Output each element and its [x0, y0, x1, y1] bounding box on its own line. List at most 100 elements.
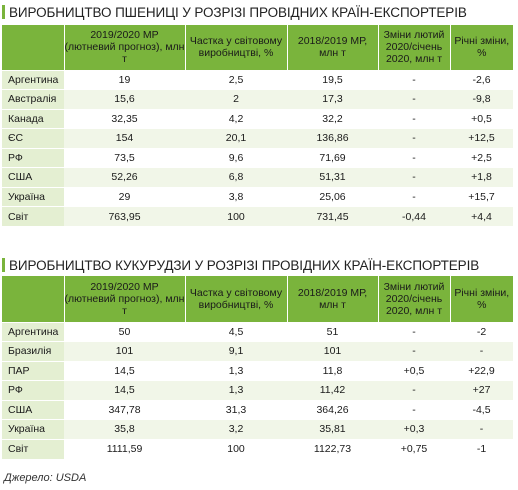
country-cell: ЄС	[2, 128, 64, 148]
share-cell: 4,5	[185, 321, 287, 342]
header-annual-change: Річні зміни, %	[449, 25, 513, 70]
prev-season-cell: 11,8	[287, 360, 378, 381]
share-cell: 2	[185, 89, 287, 109]
annual-change-cell: -	[450, 419, 513, 439]
prev-season-cell: 35,81	[287, 419, 378, 439]
table-row: РФ 14,5 1,3 11,42- +27	[2, 380, 513, 400]
country-cell: Світ	[2, 206, 64, 226]
wheat-section: ВИРОБНИЦТВО ПШЕНИЦІ У РОЗРІЗІ ПРОВІДНИХ …	[2, 3, 513, 226]
annual-change-cell: +12,5	[450, 128, 513, 148]
share-cell: 100	[185, 438, 287, 459]
monthly-change-cell: -	[378, 69, 450, 90]
annual-change-cell: -1	[450, 438, 513, 459]
annual-change-cell: -2,6	[450, 69, 513, 90]
forecast-cell: 29	[64, 186, 185, 207]
share-cell: 1,3	[185, 380, 287, 400]
wheat-title-text: ВИРОБНИЦТВО ПШЕНИЦІ У РОЗРІЗІ ПРОВІДНИХ …	[9, 4, 467, 20]
prev-season-cell: 136,86	[287, 128, 378, 148]
share-cell: 3,8	[185, 186, 287, 207]
corn-table: 2019/2020 МР (лютневий прогноз), млн т Ч…	[2, 276, 513, 459]
corn-header-row: 2019/2020 МР (лютневий прогноз), млн т Ч…	[2, 276, 513, 322]
country-cell: Аргентина	[2, 321, 64, 342]
forecast-cell: 32,35	[64, 108, 185, 129]
header-forecast: 2019/2020 МР (лютневий прогноз), млн т	[63, 25, 185, 70]
table-row: Аргентина 19 2,5 19,5- -2,6	[2, 69, 513, 90]
header-monthly-change: Зміни лютий 2020/січень 2020, млн т	[377, 276, 450, 322]
country-cell: РФ	[2, 380, 64, 400]
annual-change-cell: -9,8	[450, 89, 513, 109]
title-accent-bar	[2, 5, 5, 19]
country-cell: ПАР	[2, 360, 64, 381]
prev-season-cell: 32,2	[287, 108, 378, 129]
prev-season-cell: 71,69	[287, 147, 378, 168]
table-row: Світ 1111,59 100 1122,73 +0,75 -1	[2, 438, 513, 459]
table-row: Світ 763,95 100 731,45 -0,44 +4,4	[2, 206, 513, 226]
wheat-title: ВИРОБНИЦТВО ПШЕНИЦІ У РОЗРІЗІ ПРОВІДНИХ …	[2, 3, 513, 21]
country-cell: РФ	[2, 147, 64, 168]
header-country	[2, 25, 64, 70]
forecast-cell: 154	[64, 128, 185, 148]
forecast-cell: 15,6	[64, 89, 185, 109]
forecast-cell: 347,78	[64, 399, 185, 420]
monthly-change-cell: -	[378, 89, 450, 109]
annual-change-cell: -2	[450, 321, 513, 342]
monthly-change-cell: -	[378, 108, 450, 129]
corn-title: ВИРОБНИЦТВО КУКУРУДЗИ У РОЗРІЗІ ПРОВІДНИ…	[2, 256, 513, 274]
share-cell: 3,2	[185, 419, 287, 439]
forecast-cell: 101	[64, 341, 185, 361]
header-country	[2, 276, 64, 322]
table-row: ЄС 154 20,1 136,86- +12,5	[2, 128, 513, 148]
annual-change-cell: +1,8	[450, 167, 513, 187]
prev-season-cell: 51,31	[287, 167, 378, 187]
header-share: Частка у світовому виробництві, %	[184, 25, 287, 70]
prev-season-cell: 11,42	[287, 380, 378, 400]
monthly-change-cell: -	[378, 321, 450, 342]
country-cell: Україна	[2, 186, 64, 207]
table-row: Аргентина 50 4,5 51- -2	[2, 321, 513, 342]
prev-season-cell: 51	[287, 321, 378, 342]
country-cell: Бразилія	[2, 341, 64, 361]
share-cell: 31,3	[185, 399, 287, 420]
country-cell: США	[2, 399, 64, 420]
table-row: Україна 29 3,8 25,06- +15,7	[2, 186, 513, 207]
prev-season-cell: 1122,73	[287, 438, 378, 459]
monthly-change-cell: -	[378, 147, 450, 168]
forecast-cell: 14,5	[64, 380, 185, 400]
table-row: Україна 35,8 3,2 35,81 +0,3-	[2, 419, 513, 439]
forecast-cell: 73,5	[64, 147, 185, 168]
table-row: РФ 73,5 9,6 71,69- +2,5	[2, 147, 513, 168]
monthly-change-cell: -0,44	[378, 206, 450, 226]
forecast-cell: 19	[64, 69, 185, 90]
table-row: Австралія 15,6 2 17,3- -9,8	[2, 89, 513, 109]
header-prev-season: 2018/2019 МР, млн т	[286, 25, 378, 70]
monthly-change-cell: +0,75	[378, 438, 450, 459]
header-prev-season: 2018/2019 МР, млн т	[286, 276, 378, 322]
annual-change-cell: -4,5	[450, 399, 513, 420]
country-cell: Світ	[2, 438, 64, 459]
forecast-cell: 35,8	[64, 419, 185, 439]
share-cell: 6,8	[185, 167, 287, 187]
monthly-change-cell: +0,5	[378, 360, 450, 381]
monthly-change-cell: -	[378, 399, 450, 420]
annual-change-cell: -	[450, 341, 513, 361]
source-note: Джерело: USDA	[4, 472, 87, 484]
header-forecast: 2019/2020 МР (лютневий прогноз), млн т	[63, 276, 185, 322]
monthly-change-cell: -	[378, 341, 450, 361]
forecast-cell: 50	[64, 321, 185, 342]
country-cell: Україна	[2, 419, 64, 439]
prev-season-cell: 101	[287, 341, 378, 361]
title-accent-bar	[2, 258, 5, 272]
prev-season-cell: 19,5	[287, 69, 378, 90]
header-share: Частка у світовому виробництві, %	[184, 276, 287, 322]
wheat-header-row: 2019/2020 МР (лютневий прогноз), млн т Ч…	[2, 25, 513, 70]
country-cell: Канада	[2, 108, 64, 129]
corn-section: ВИРОБНИЦТВО КУКУРУДЗИ У РОЗРІЗІ ПРОВІДНИ…	[2, 256, 513, 459]
forecast-cell: 1111,59	[64, 438, 185, 459]
share-cell: 9,6	[185, 147, 287, 168]
table-row: ПАР 14,5 1,3 11,8 +0,5 +22,9	[2, 360, 513, 381]
country-cell: Австралія	[2, 89, 64, 109]
share-cell: 9,1	[185, 341, 287, 361]
table-row: США 347,78 31,3 364,26- -4,5	[2, 399, 513, 420]
corn-title-text: ВИРОБНИЦТВО КУКУРУДЗИ У РОЗРІЗІ ПРОВІДНИ…	[9, 257, 480, 273]
annual-change-cell: +27	[450, 380, 513, 400]
